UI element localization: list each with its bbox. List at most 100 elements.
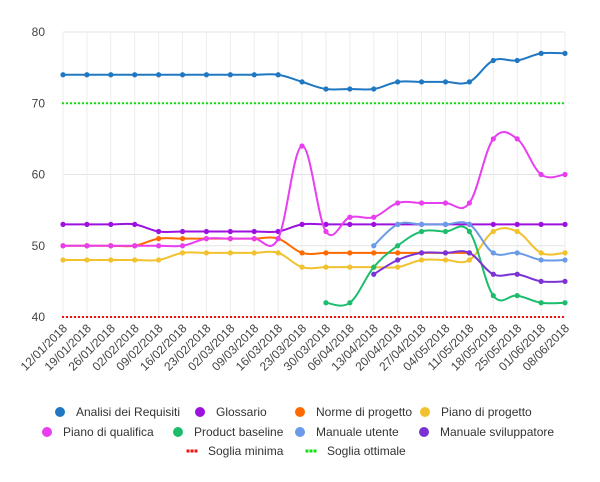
threshold-dot bbox=[94, 102, 96, 105]
threshold-dot bbox=[322, 102, 324, 105]
threshold-dot bbox=[274, 316, 276, 318]
threshold-dot bbox=[522, 316, 524, 318]
threshold-dot bbox=[298, 316, 300, 318]
threshold-dot bbox=[318, 102, 320, 105]
threshold-dot bbox=[382, 102, 384, 105]
threshold-dot bbox=[350, 316, 352, 318]
threshold-dot bbox=[182, 316, 184, 318]
threshold-dot bbox=[510, 316, 512, 318]
data-point bbox=[323, 228, 329, 235]
data-point bbox=[371, 271, 377, 277]
data-point bbox=[323, 300, 329, 306]
data-point bbox=[60, 221, 66, 227]
data-point bbox=[132, 221, 138, 227]
threshold-dot bbox=[482, 102, 484, 105]
data-point bbox=[203, 228, 210, 235]
threshold-dot bbox=[290, 316, 292, 318]
data-point bbox=[156, 72, 162, 78]
threshold-dot bbox=[266, 316, 268, 318]
threshold-dot bbox=[82, 102, 84, 105]
threshold-dot bbox=[174, 316, 176, 318]
data-point bbox=[60, 257, 66, 263]
data-point bbox=[418, 221, 425, 227]
threshold-dot bbox=[322, 316, 324, 318]
data-point bbox=[156, 243, 162, 249]
threshold-dot bbox=[550, 102, 552, 105]
threshold-dot bbox=[358, 102, 360, 105]
threshold-dot bbox=[254, 102, 256, 105]
threshold-dot bbox=[158, 102, 160, 105]
threshold-dot bbox=[370, 316, 372, 318]
threshold-dot bbox=[330, 316, 332, 318]
threshold-dot bbox=[150, 316, 152, 318]
threshold-dot bbox=[346, 102, 348, 105]
threshold-dot bbox=[218, 316, 220, 318]
data-point bbox=[442, 250, 449, 256]
threshold-dot bbox=[538, 102, 540, 105]
threshold-dot bbox=[430, 316, 432, 318]
data-point bbox=[395, 243, 401, 249]
threshold-dot bbox=[558, 316, 560, 318]
data-point bbox=[347, 86, 353, 92]
threshold-dot bbox=[122, 316, 124, 318]
data-point bbox=[371, 243, 377, 249]
y-tick-label: 80 bbox=[32, 25, 46, 39]
threshold-dot bbox=[138, 316, 140, 318]
threshold-dot bbox=[562, 316, 564, 318]
threshold-dot bbox=[374, 316, 376, 318]
threshold-dot bbox=[258, 102, 260, 105]
legend-marker bbox=[42, 427, 52, 437]
threshold-dot bbox=[446, 102, 448, 105]
y-tick-label: 50 bbox=[32, 239, 46, 253]
threshold-dot bbox=[258, 316, 260, 318]
legend-marker bbox=[186, 449, 190, 453]
threshold-dot bbox=[74, 316, 76, 318]
legend-item: Glossario bbox=[195, 405, 267, 419]
threshold-dot bbox=[498, 102, 500, 105]
threshold-dot bbox=[298, 102, 300, 105]
threshold-dot bbox=[242, 316, 244, 318]
data-point bbox=[538, 257, 544, 263]
threshold-dot bbox=[450, 316, 452, 318]
threshold-dot bbox=[98, 316, 100, 318]
threshold-dot bbox=[270, 102, 272, 105]
series-piano-di-progetto bbox=[60, 227, 568, 270]
threshold-dot bbox=[494, 316, 496, 318]
threshold-dot bbox=[190, 102, 192, 105]
threshold-dot bbox=[110, 102, 112, 105]
data-point bbox=[179, 228, 186, 235]
threshold-dot bbox=[446, 316, 448, 318]
legend-item: Product baseline bbox=[173, 425, 284, 439]
y-tick-label: 70 bbox=[32, 96, 46, 110]
threshold-dot bbox=[310, 316, 312, 318]
series-group bbox=[60, 50, 568, 318]
data-point bbox=[514, 136, 520, 142]
legend-marker bbox=[173, 427, 183, 437]
threshold-dot bbox=[74, 102, 76, 105]
data-point bbox=[442, 221, 449, 227]
threshold-dot bbox=[214, 102, 216, 105]
threshold-dot bbox=[70, 102, 72, 105]
threshold-dot bbox=[438, 316, 440, 318]
x-axis: 12/01/201819/01/201826/01/201802/02/2018… bbox=[18, 321, 573, 374]
data-point bbox=[514, 57, 520, 64]
threshold-dot bbox=[250, 316, 252, 318]
threshold-dot bbox=[490, 102, 492, 105]
threshold-dot bbox=[486, 316, 488, 318]
data-point bbox=[466, 221, 472, 227]
threshold-dot bbox=[526, 102, 528, 105]
data-point bbox=[323, 250, 329, 256]
threshold-dot bbox=[422, 316, 424, 318]
data-point bbox=[538, 221, 544, 227]
threshold-dot bbox=[478, 102, 480, 105]
series-manuale-sviluppatore bbox=[371, 250, 568, 284]
threshold-dot bbox=[410, 316, 412, 318]
data-point bbox=[466, 200, 472, 206]
threshold-dot bbox=[334, 316, 336, 318]
threshold-dot bbox=[362, 102, 364, 105]
legend-label: Soglia minima bbox=[208, 444, 284, 458]
threshold-dot bbox=[406, 102, 408, 105]
threshold-dot bbox=[262, 316, 264, 318]
threshold-dot bbox=[198, 102, 200, 105]
threshold-dot bbox=[394, 316, 396, 318]
